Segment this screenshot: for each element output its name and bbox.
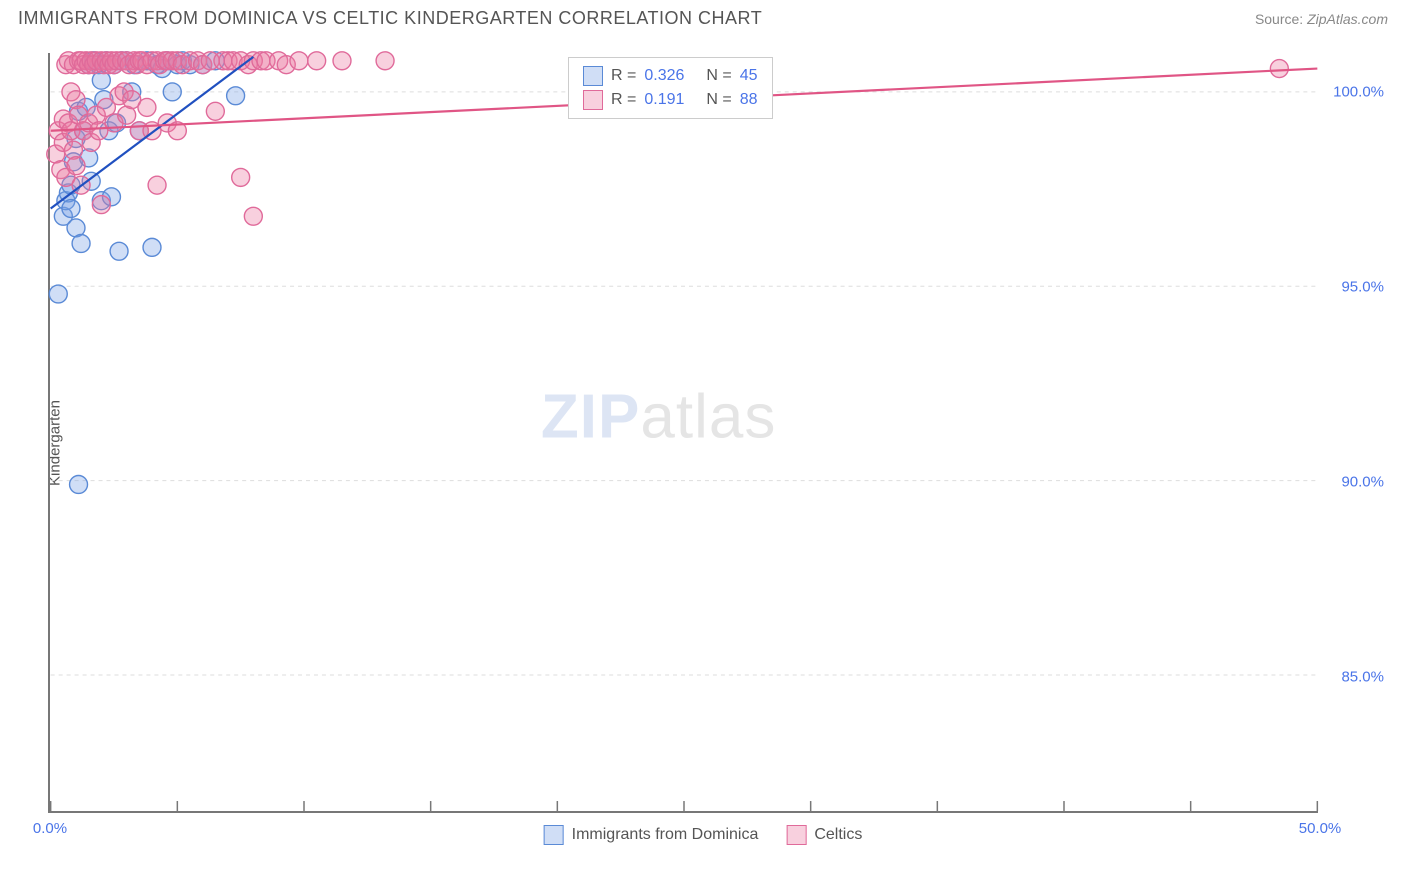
legend-swatch <box>544 825 564 845</box>
stats-r-value: 0.326 <box>644 64 684 88</box>
legend-swatch <box>786 825 806 845</box>
y-tick-label: 100.0% <box>1333 83 1384 100</box>
legend-item: Immigrants from Dominica <box>544 825 759 845</box>
stats-legend-row: R = 0.191 N = 88 <box>583 88 758 112</box>
stats-r-value: 0.191 <box>644 88 684 112</box>
chart-title: IMMIGRANTS FROM DOMINICA VS CELTIC KINDE… <box>18 8 762 29</box>
legend-swatch <box>583 90 603 110</box>
x-tick-label: 0.0% <box>33 820 67 837</box>
x-tick-label: 50.0% <box>1299 820 1342 837</box>
plot-svg <box>50 53 1318 811</box>
source-label: Source: <box>1255 11 1303 27</box>
stats-n-label: N = <box>706 88 731 112</box>
source-value: ZipAtlas.com <box>1307 11 1388 27</box>
series-legend: Immigrants from Dominica Celtics <box>544 825 863 845</box>
legend-item: Celtics <box>786 825 862 845</box>
stats-n-value: 88 <box>740 88 758 112</box>
chart-area: Kindergarten ZIPatlas R = 0.326N = 45R =… <box>0 33 1406 853</box>
legend-label: Immigrants from Dominica <box>572 826 759 844</box>
stats-legend-box: R = 0.326 N = 45 R = 0.191 N = 88 <box>568 57 773 119</box>
source-attribution: Source: ZipAtlas.com <box>1255 11 1388 27</box>
stats-legend-row: R = 0.326 N = 45 <box>583 64 758 88</box>
stats-n-value: 45 <box>740 64 758 88</box>
y-tick-label: 95.0% <box>1341 278 1384 295</box>
legend-swatch <box>583 66 603 86</box>
stats-r-label: R = <box>611 88 636 112</box>
chart-header: IMMIGRANTS FROM DOMINICA VS CELTIC KINDE… <box>0 0 1406 33</box>
y-tick-label: 90.0% <box>1341 473 1384 490</box>
stats-n-label: N = <box>706 64 731 88</box>
y-tick-label: 85.0% <box>1341 668 1384 685</box>
stats-r-label: R = <box>611 64 636 88</box>
legend-label: Celtics <box>814 826 862 844</box>
plot-region: ZIPatlas R = 0.326N = 45R = 0.191N = 88 … <box>48 53 1318 813</box>
